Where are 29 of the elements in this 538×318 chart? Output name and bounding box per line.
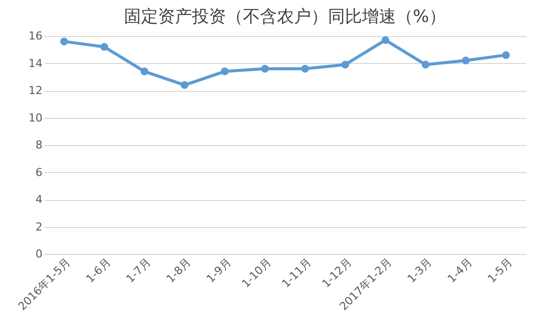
point <box>341 60 350 68</box>
point <box>502 51 510 59</box>
x-tick-label: 1-6月 <box>84 256 114 286</box>
y-tick-label: 12 <box>28 84 42 97</box>
point <box>261 64 269 73</box>
y-tick-label: 14 <box>28 56 42 70</box>
point <box>180 81 188 89</box>
point <box>301 64 309 73</box>
y-tick-label: 2 <box>36 220 42 234</box>
point <box>100 43 108 51</box>
x-tick-label: 1-9月 <box>204 256 234 286</box>
point <box>140 68 148 76</box>
y-tick-label: 8 <box>36 138 42 152</box>
x-tick-label: 1-4月 <box>445 256 475 286</box>
point <box>60 38 68 46</box>
y-tick-label: 4 <box>36 193 42 206</box>
point <box>462 56 470 64</box>
point <box>382 36 390 44</box>
chart-title: 固定资产投资（不含农户）同比增速（%） <box>124 7 446 27</box>
y-tick-label: 16 <box>28 30 42 42</box>
y-tick-label: 10 <box>28 111 42 124</box>
y-tick-label: 6 <box>36 166 42 179</box>
x-tick-label: 1-5月 <box>485 256 515 286</box>
x-tick-label: 1-8月 <box>164 256 194 286</box>
y-tick-label: 0 <box>36 248 42 260</box>
x-tick-label: 1-3月 <box>404 256 435 286</box>
point <box>220 68 229 76</box>
point <box>422 60 430 68</box>
x-tick-label: 1-7月 <box>124 256 154 286</box>
